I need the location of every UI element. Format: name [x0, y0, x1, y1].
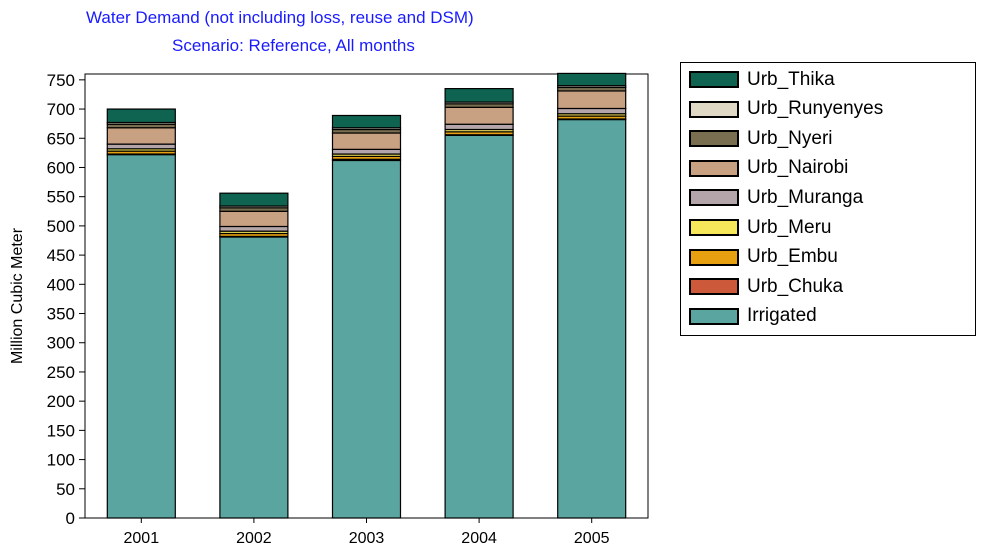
legend-swatch	[689, 278, 739, 296]
legend-item: Urb_Thika	[689, 66, 835, 93]
y-tick-label: 400	[47, 275, 75, 294]
bar-segment	[444, 134, 514, 519]
legend-item: Urb_Embu	[689, 244, 838, 271]
legend-label: Urb_Muranga	[747, 186, 864, 208]
y-tick-label: 750	[47, 71, 75, 90]
y-tick-label: 600	[47, 158, 75, 177]
legend-label: Urb_Chuka	[747, 275, 844, 297]
x-tick-label: 2003	[349, 530, 385, 547]
bar-segment	[219, 192, 289, 207]
bar-segment	[106, 143, 176, 150]
y-tick-label: 500	[47, 217, 75, 236]
bar-segment	[106, 108, 176, 124]
bar-segment	[219, 236, 289, 519]
bar-segment	[331, 132, 402, 150]
legend-swatch	[689, 189, 739, 207]
legend-swatch	[689, 130, 739, 148]
y-tick-label: 350	[47, 305, 75, 324]
bar-segment	[331, 159, 402, 519]
bar-segment	[331, 148, 402, 155]
y-tick-label: 450	[47, 246, 75, 265]
legend-item: Urb_Runyenyes	[689, 96, 883, 123]
bar-segment	[444, 123, 514, 131]
chart-subtitle: Scenario: Reference, All months	[172, 36, 415, 55]
legend-swatch	[689, 71, 739, 88]
bar-segment	[557, 72, 627, 87]
legend-item: Urb_Chuka	[689, 273, 843, 300]
bar-segment	[557, 90, 627, 110]
bar-segment	[331, 114, 402, 129]
legend-swatch	[689, 219, 739, 236]
legend-item: Urb_Nairobi	[689, 155, 848, 182]
legend-item: Urb_Nyeri	[689, 125, 833, 152]
bar-segment	[106, 154, 176, 519]
y-tick-label: 300	[47, 334, 75, 353]
bar-segment	[106, 127, 176, 145]
bar-segment	[219, 210, 289, 228]
bar-segment	[444, 88, 514, 103]
legend-swatch	[689, 248, 739, 266]
y-tick-label: 150	[47, 421, 75, 440]
bar-segment	[444, 106, 514, 125]
x-tick-label: 2002	[236, 530, 272, 547]
chart-title: Water Demand (not including loss, reuse …	[86, 8, 474, 27]
y-tick-label: 250	[47, 363, 75, 382]
y-tick-label: 0	[66, 509, 75, 528]
legend-label: Urb_Runyenyes	[747, 98, 884, 120]
x-tick-label: 2005	[574, 530, 610, 547]
legend-item: Irrigated	[689, 303, 817, 330]
y-tick-label: 650	[47, 129, 75, 148]
x-tick-label: 2004	[461, 530, 497, 547]
legend-label: Urb_Nairobi	[747, 157, 849, 179]
legend: Urb_Thika Urb_Runyenyes Urb_Nyeri Urb_Nairo…	[680, 62, 976, 336]
x-tick-label: 2001	[124, 530, 160, 547]
legend-item: Urb_Muranga	[689, 184, 863, 211]
y-tick-label: 550	[47, 188, 75, 207]
legend-label: Urb_Thika	[747, 68, 835, 90]
legend-label: Urb_Nyeri	[747, 127, 833, 149]
y-axis-label: Million Cubic Meter	[9, 227, 26, 364]
y-tick-label: 100	[47, 451, 75, 470]
legend-swatch	[689, 159, 739, 177]
bar-segment	[219, 225, 289, 232]
legend-label: Urb_Embu	[747, 246, 838, 268]
legend-label: Irrigated	[747, 305, 817, 327]
y-tick-label: 50	[56, 480, 75, 499]
y-tick-label: 200	[47, 392, 75, 411]
legend-item: Urb_Meru	[689, 214, 831, 241]
bar-segment	[557, 118, 627, 519]
legend-label: Urb_Meru	[747, 216, 832, 238]
legend-swatch	[689, 307, 739, 325]
bar-segment	[557, 107, 627, 115]
legend-swatch	[689, 100, 739, 118]
y-tick-label: 700	[47, 100, 75, 119]
